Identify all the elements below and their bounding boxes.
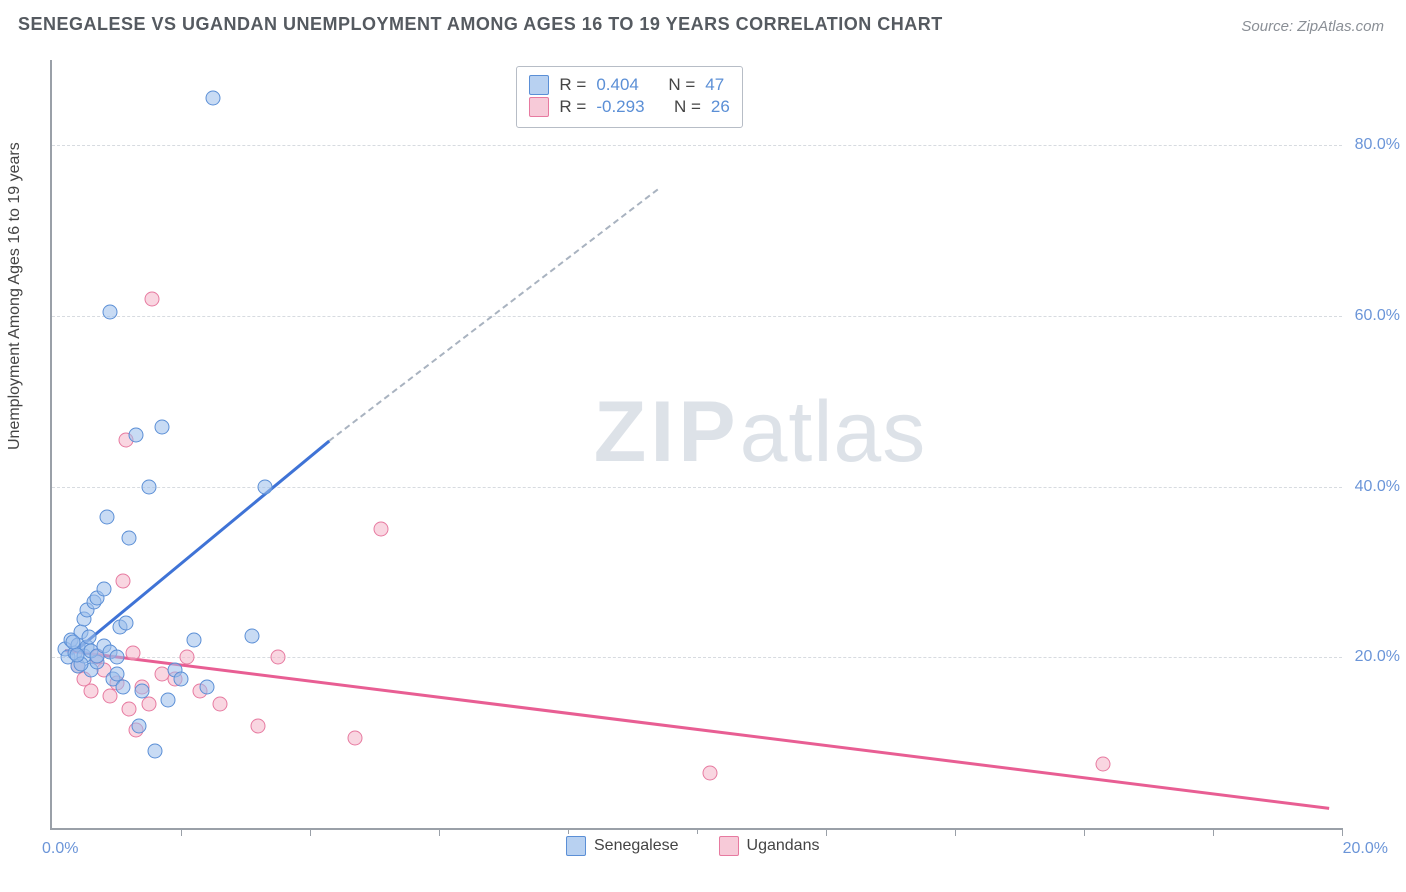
R-value: -0.293	[596, 97, 644, 117]
watermark: ZIPatlas	[594, 383, 926, 482]
N-value: 26	[711, 97, 730, 117]
data-point	[174, 671, 189, 686]
data-point	[702, 765, 717, 780]
trend-line	[71, 440, 331, 655]
data-point	[348, 731, 363, 746]
data-point	[154, 419, 169, 434]
data-point	[1096, 757, 1111, 772]
R-label: R =	[559, 97, 586, 117]
correlation-stats-box: R =0.404 N =47R =-0.293 N =26	[516, 66, 742, 128]
source-prefix: Source:	[1241, 18, 1297, 35]
data-point	[115, 573, 130, 588]
scatter-plot-area: ZIPatlas 20.0%40.0%60.0%80.0%R =0.404 N …	[50, 60, 1342, 830]
data-point	[65, 634, 80, 649]
x-tick	[439, 828, 440, 836]
data-point	[144, 291, 159, 306]
data-point	[186, 633, 201, 648]
x-tick	[181, 828, 182, 836]
data-point	[99, 509, 114, 524]
source-credit: Source: ZipAtlas.com	[1241, 18, 1384, 35]
data-point	[122, 530, 137, 545]
data-point	[115, 680, 130, 695]
watermark-atlas: atlas	[740, 384, 927, 480]
data-point	[270, 650, 285, 665]
data-point	[128, 428, 143, 443]
data-point	[206, 91, 221, 106]
legend-label: Ugandans	[747, 837, 820, 855]
data-point	[212, 697, 227, 712]
watermark-zip: ZIP	[594, 384, 740, 480]
N-label: N =	[674, 97, 701, 117]
y-tick-label: 60.0%	[1355, 307, 1400, 325]
stat-row-ugandans: R = -0.293 N = 26	[529, 97, 729, 117]
gridline	[52, 316, 1342, 317]
swatch-icon	[566, 836, 586, 856]
source-link[interactable]: ZipAtlas.com	[1297, 18, 1384, 35]
data-point	[135, 684, 150, 699]
swatch-icon	[719, 836, 739, 856]
N-label: N =	[668, 75, 695, 95]
data-point	[257, 479, 272, 494]
data-point	[148, 744, 163, 759]
data-point	[141, 697, 156, 712]
gridline	[52, 487, 1342, 488]
data-point	[132, 718, 147, 733]
swatch-icon	[529, 75, 549, 95]
x-tick	[1342, 828, 1343, 836]
data-point	[180, 650, 195, 665]
data-point	[69, 647, 84, 662]
data-point	[109, 650, 124, 665]
N-value: 47	[705, 75, 724, 95]
trend-line	[329, 188, 659, 441]
x-axis-min-label: 0.0%	[42, 840, 78, 858]
data-point	[141, 479, 156, 494]
legend: Senegalese Ugandans	[560, 834, 825, 858]
data-point	[244, 629, 259, 644]
y-tick-label: 40.0%	[1355, 478, 1400, 496]
data-point	[251, 718, 266, 733]
y-tick-label: 80.0%	[1355, 136, 1400, 154]
data-point	[125, 646, 140, 661]
x-tick	[826, 828, 827, 836]
x-tick	[1213, 828, 1214, 836]
x-tick	[310, 828, 311, 836]
y-tick-label: 20.0%	[1355, 648, 1400, 666]
data-point	[96, 582, 111, 597]
legend-item-ugandans: Ugandans	[719, 836, 820, 856]
chart-title: SENEGALESE VS UGANDAN UNEMPLOYMENT AMONG…	[18, 14, 943, 35]
x-tick	[955, 828, 956, 836]
gridline	[52, 145, 1342, 146]
R-value: 0.404	[596, 75, 639, 95]
legend-label: Senegalese	[594, 837, 679, 855]
y-axis-label: Unemployment Among Ages 16 to 19 years	[6, 142, 24, 450]
data-point	[373, 522, 388, 537]
R-label: R =	[559, 75, 586, 95]
x-tick	[1084, 828, 1085, 836]
swatch-icon	[529, 97, 549, 117]
x-axis-max-label: 20.0%	[1343, 840, 1388, 858]
gridline	[52, 657, 1342, 658]
stat-row-senegalese: R = 0.404 N = 47	[529, 75, 729, 95]
data-point	[122, 701, 137, 716]
data-point	[199, 680, 214, 695]
data-point	[82, 629, 97, 644]
data-point	[119, 616, 134, 631]
legend-item-senegalese: Senegalese	[566, 836, 679, 856]
data-point	[161, 693, 176, 708]
data-point	[103, 304, 118, 319]
data-point	[83, 684, 98, 699]
